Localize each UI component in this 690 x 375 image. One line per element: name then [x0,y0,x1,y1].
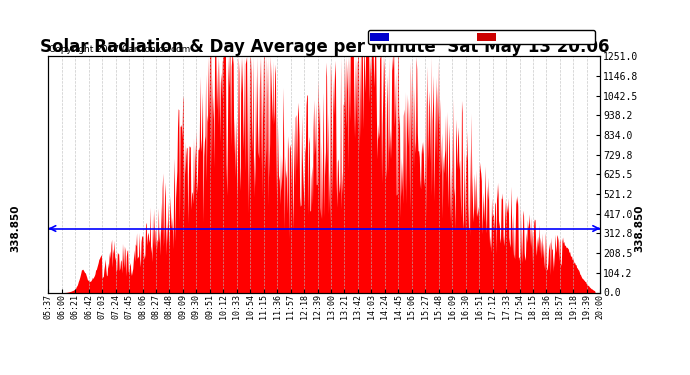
Text: 338.850: 338.850 [634,205,644,252]
Legend: Median (w/m2), Radiation (w/m2): Median (w/m2), Radiation (w/m2) [368,30,595,44]
Text: 338.850: 338.850 [10,205,20,252]
Title: Solar Radiation & Day Average per Minute  Sat May 13 20:06: Solar Radiation & Day Average per Minute… [39,38,609,56]
Text: Copyright 2017 Cartronics.com: Copyright 2017 Cartronics.com [49,45,190,54]
